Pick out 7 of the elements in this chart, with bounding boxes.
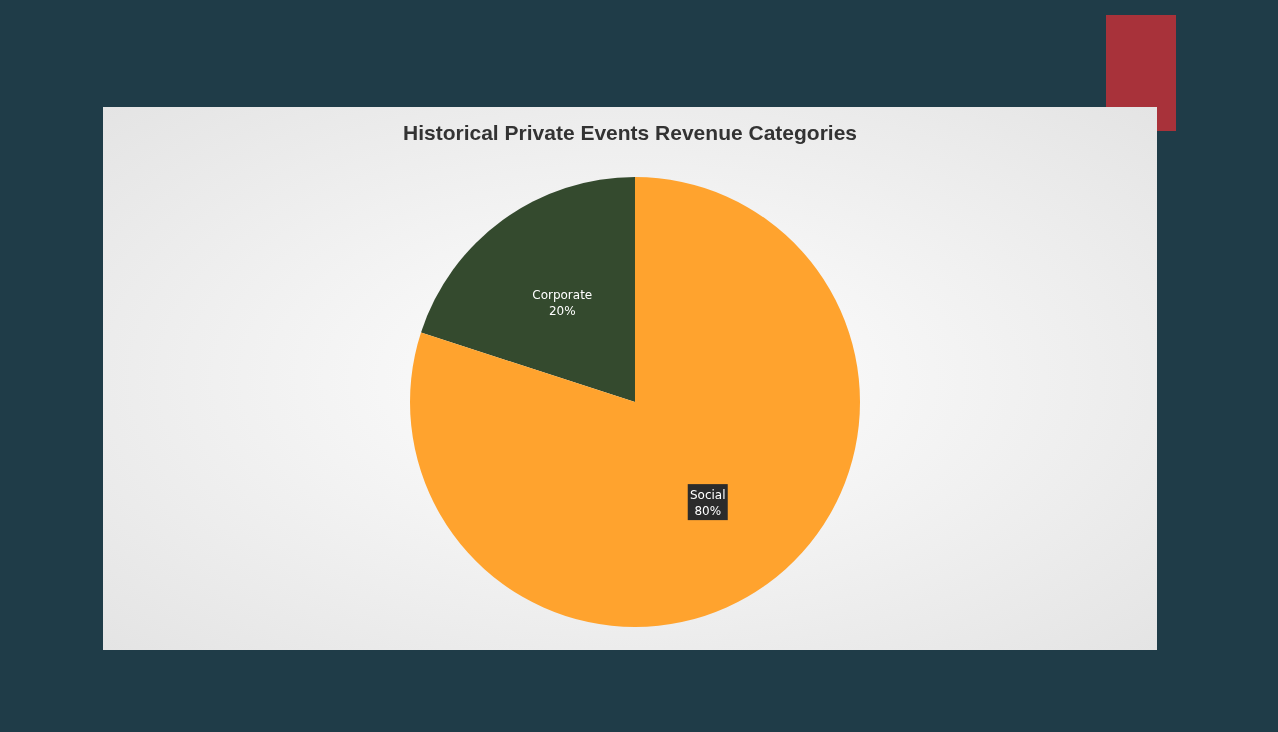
slice-label: Social — [689, 488, 726, 503]
pie-slice — [410, 177, 860, 627]
slice-label: Corporate — [532, 287, 593, 302]
data-label: 80% — [694, 504, 722, 519]
data-label: 20% — [548, 303, 576, 318]
chart-title: Historical Private Events Revenue Categories — [402, 121, 858, 145]
pie-slice — [421, 177, 635, 402]
